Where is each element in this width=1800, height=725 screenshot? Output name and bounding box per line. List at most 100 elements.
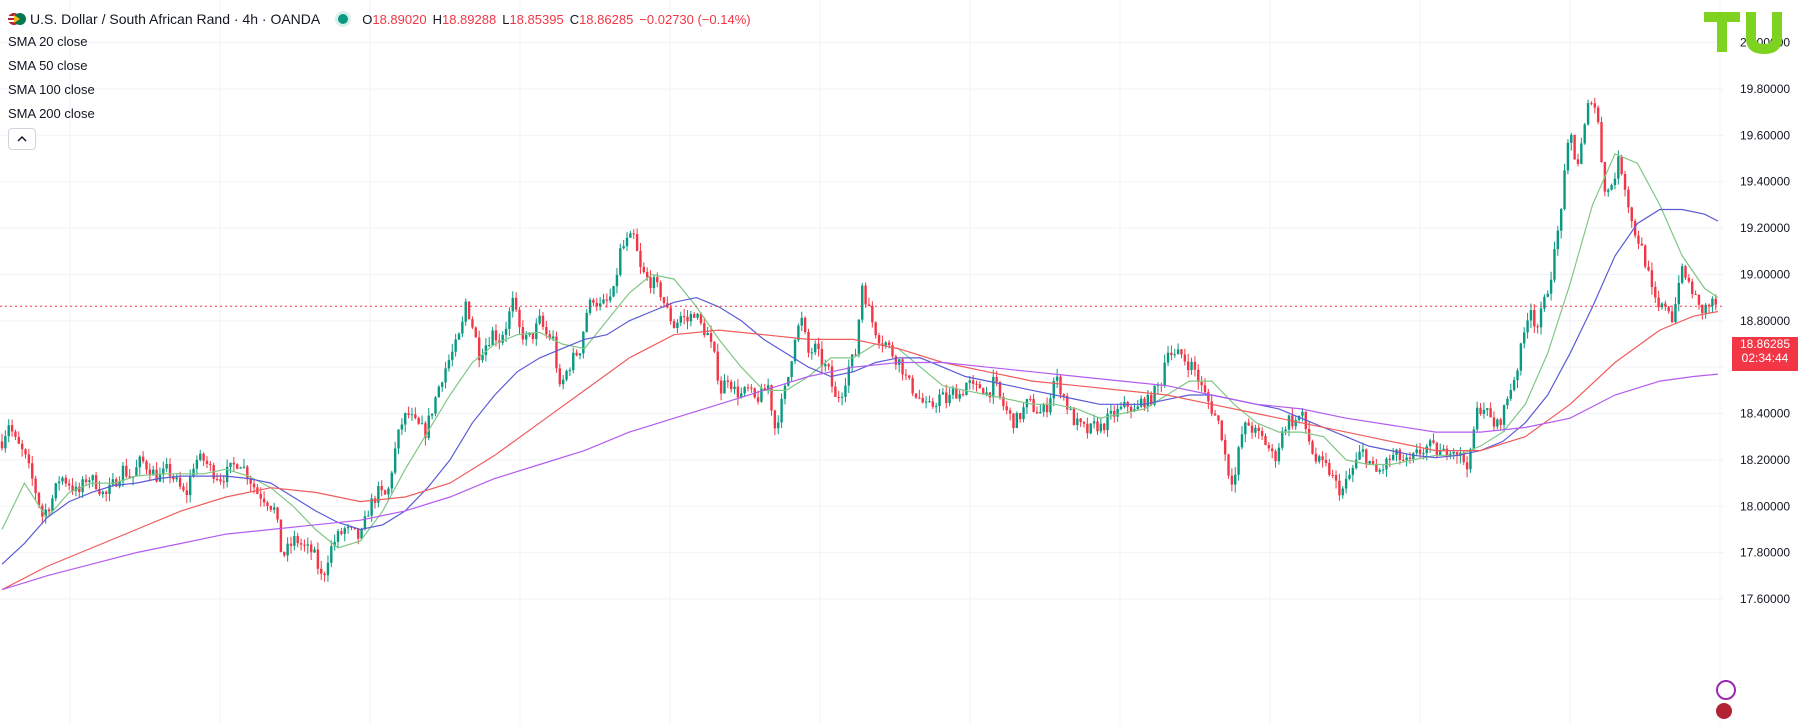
candle-body: [521, 327, 525, 340]
candle-body: [1361, 449, 1365, 452]
candle-body: [558, 368, 562, 385]
candle-body: [289, 543, 293, 546]
candle-body: [457, 333, 461, 340]
candle-body: [165, 464, 168, 469]
candle-body: [803, 317, 807, 332]
candle-body: [1502, 405, 1506, 425]
candle-body: [1573, 134, 1576, 160]
candle-body: [733, 386, 736, 390]
candle-body: [941, 392, 945, 395]
candle-body: [1234, 474, 1237, 485]
candle-body: [276, 507, 279, 520]
candle-body: [508, 311, 511, 329]
candle-body: [162, 468, 165, 475]
candle-body: [1042, 404, 1045, 412]
candle-body: [1559, 209, 1563, 231]
candle-body: [598, 303, 602, 307]
ohlc-value: 18.85395: [509, 11, 564, 27]
candle-body: [968, 380, 971, 383]
candle-body: [447, 360, 451, 369]
candle-body: [336, 531, 340, 542]
candle-body: [1452, 451, 1455, 454]
candle-body: [346, 526, 350, 529]
indicator-legend-item[interactable]: SMA 20 close: [8, 34, 88, 49]
candle-body: [68, 483, 71, 486]
candle-body: [135, 467, 138, 477]
candle-body: [988, 392, 992, 398]
candle-body: [908, 375, 911, 379]
candle-body: [360, 529, 363, 539]
ohlc-key: H: [432, 11, 442, 27]
candle-body: [91, 475, 94, 481]
candle-body: [219, 479, 222, 482]
candle-body: [689, 314, 693, 322]
candle-body: [1314, 453, 1318, 462]
candle-body: [1244, 422, 1247, 435]
candle-body: [1119, 406, 1123, 409]
sma-line: [1, 310, 1719, 591]
indicator-legend-item[interactable]: SMA 50 close: [8, 58, 88, 73]
candle-body: [1462, 452, 1465, 463]
price-tick-label: 18.40000: [1740, 407, 1790, 421]
candle-body: [370, 498, 373, 516]
symbol-title[interactable]: U.S. Dollar / South African Rand · 4h · …: [30, 11, 321, 27]
candle-body: [736, 386, 740, 398]
events-flag-icon[interactable]: [1716, 703, 1732, 719]
candle-body: [1580, 143, 1583, 164]
candle-body: [1307, 429, 1311, 442]
candle-body: [719, 380, 723, 394]
candle-body: [1200, 382, 1203, 386]
candle-body: [501, 334, 504, 343]
candle-body: [1583, 124, 1586, 144]
candle-body: [1301, 411, 1304, 416]
candle-body: [1455, 451, 1459, 456]
candle-body: [1207, 392, 1210, 402]
candle-body: [871, 305, 874, 323]
candle-body: [1324, 460, 1328, 464]
candle-body: [148, 469, 152, 476]
indicator-legend-item[interactable]: SMA 100 close: [8, 82, 95, 97]
candle-body: [175, 477, 178, 480]
candle-body: [380, 486, 383, 491]
candle-body: [1509, 390, 1512, 399]
collapse-indicators-button[interactable]: [8, 128, 36, 150]
candle-body: [1109, 410, 1113, 414]
candle-body: [430, 413, 434, 416]
candle-body: [955, 388, 958, 399]
candle-body: [1526, 320, 1529, 333]
candle-body: [1096, 421, 1099, 432]
price-axis[interactable]: 17.60000 17.80000 18.00000 18.20000 18.40000…: [1740, 36, 1790, 606]
candle-body: [1375, 464, 1378, 472]
candle-body: [474, 327, 478, 338]
candle-body: [1442, 448, 1445, 452]
candle-body: [639, 250, 642, 267]
candle-body: [10, 425, 14, 432]
candle-body: [121, 465, 125, 482]
candle-body: [887, 342, 891, 346]
candle-body: [1499, 419, 1502, 425]
candle-body: [1388, 458, 1392, 460]
candle-body: [659, 282, 662, 298]
candle-body: [1617, 156, 1620, 179]
candle-body: [259, 493, 262, 499]
ohlc-value: −0.02730 (−0.14%): [639, 11, 751, 27]
candle-body: [420, 423, 424, 425]
candle-body: [1203, 385, 1207, 393]
candle-body: [266, 502, 269, 507]
candle-body: [612, 286, 615, 297]
candle-body: [20, 443, 24, 450]
lightning-icon[interactable]: [1716, 680, 1736, 700]
candle-body: [44, 509, 47, 517]
candle-body: [1180, 349, 1183, 355]
indicator-legend-item[interactable]: SMA 200 close: [8, 106, 95, 121]
candle-body: [104, 491, 108, 494]
candle-body: [1066, 396, 1069, 410]
candle-body: [582, 331, 585, 354]
candle-body: [202, 453, 205, 461]
candle-body: [1223, 439, 1227, 455]
candle-body: [1449, 453, 1452, 456]
candle-body: [561, 379, 565, 385]
candle-body: [726, 380, 730, 382]
candle-body: [1687, 277, 1691, 282]
